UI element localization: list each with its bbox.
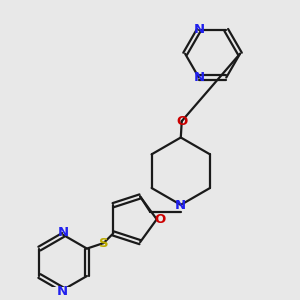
- Text: O: O: [176, 115, 188, 128]
- Text: N: N: [175, 199, 186, 212]
- Text: N: N: [194, 71, 206, 84]
- Text: N: N: [58, 226, 69, 239]
- Text: N: N: [57, 285, 68, 298]
- Text: O: O: [154, 213, 165, 226]
- Text: S: S: [99, 237, 108, 250]
- Text: N: N: [193, 22, 204, 36]
